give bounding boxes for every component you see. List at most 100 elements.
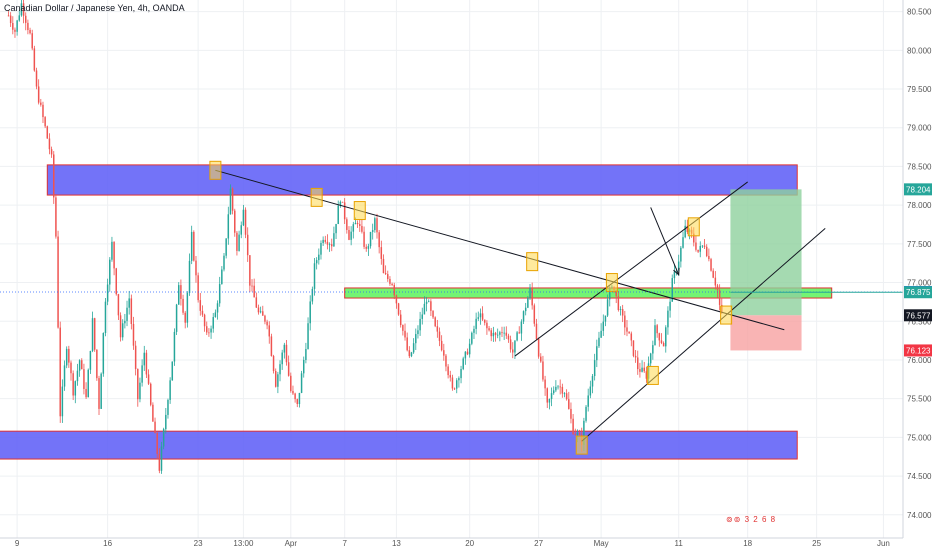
trend-lines[interactable] <box>215 169 826 442</box>
candle <box>281 349 283 370</box>
candle <box>415 328 417 350</box>
candle <box>180 279 182 306</box>
profit-area[interactable] <box>730 189 802 316</box>
candle <box>72 370 74 401</box>
candle <box>458 376 460 388</box>
highlight-marker[interactable] <box>720 305 733 325</box>
candle <box>337 200 339 225</box>
price-axis[interactable]: 80.500 80.000 79.500 79.000 78.500 78.000 77.5… <box>902 0 932 550</box>
highlight-marker[interactable] <box>526 252 539 272</box>
candle <box>307 317 309 350</box>
price-label-badge <box>904 286 932 299</box>
candle <box>656 324 658 338</box>
candle <box>59 321 61 423</box>
candle <box>703 239 706 249</box>
candle <box>121 319 124 341</box>
candle <box>48 133 51 155</box>
candle <box>169 377 171 404</box>
candle <box>624 310 626 336</box>
resistance-zone[interactable] <box>46 164 798 196</box>
highlight-marker[interactable] <box>646 365 659 385</box>
candle <box>74 380 77 404</box>
candle <box>447 364 449 379</box>
candle <box>578 429 581 436</box>
time-axis[interactable]: 9 16 23 13:00 Apr 7 13 20 27 May 11 18 25 Jun <box>0 537 903 550</box>
candle <box>708 248 710 262</box>
candle <box>417 325 419 339</box>
support-zone[interactable] <box>0 430 798 460</box>
candle <box>272 354 275 374</box>
candle <box>621 304 624 323</box>
highlight-marker[interactable] <box>605 273 618 293</box>
candle <box>518 326 520 334</box>
candle <box>522 310 525 324</box>
candle <box>87 368 89 398</box>
candle <box>143 345 146 371</box>
trend-line[interactable] <box>514 181 748 357</box>
candle <box>591 374 594 394</box>
candle <box>628 331 630 334</box>
candle <box>227 206 230 245</box>
highlight-marker[interactable] <box>209 160 222 180</box>
candle <box>331 238 333 252</box>
candle <box>387 270 389 282</box>
candle <box>270 333 273 357</box>
candle <box>203 313 206 332</box>
candle <box>42 101 44 123</box>
highlight-marker[interactable] <box>353 201 366 221</box>
highlight-marker[interactable] <box>310 187 323 207</box>
price-label-text: 78.204 <box>906 185 931 194</box>
candle <box>18 10 21 22</box>
candle <box>710 257 712 272</box>
price-label-badge <box>904 183 932 196</box>
candle <box>305 342 307 364</box>
level-line-zone[interactable] <box>344 287 833 299</box>
candle <box>214 309 217 318</box>
time-tick-label: 20 <box>465 539 474 548</box>
candle <box>512 342 514 359</box>
candle <box>449 370 452 382</box>
candle <box>177 282 180 305</box>
candle <box>617 291 620 312</box>
loss-area[interactable] <box>730 315 802 351</box>
candle <box>238 230 240 252</box>
candle <box>699 241 702 258</box>
candle <box>285 340 288 366</box>
highlight-marker[interactable] <box>575 435 588 455</box>
candle <box>406 332 408 352</box>
candle <box>246 227 249 262</box>
candle <box>499 330 501 342</box>
highlight-markers[interactable] <box>209 160 733 455</box>
candle <box>484 319 486 326</box>
candle <box>78 359 81 377</box>
candle <box>423 296 426 315</box>
candle <box>277 371 279 394</box>
candle <box>55 194 57 239</box>
arrow-annotation[interactable] <box>650 207 680 276</box>
trend-line[interactable] <box>581 227 826 442</box>
candle <box>134 340 137 376</box>
candle <box>531 282 533 310</box>
candle <box>31 29 33 51</box>
time-tick-label: 27 <box>534 539 543 548</box>
candle <box>619 306 622 316</box>
price-tick-label: 78.500 <box>907 162 932 171</box>
candle <box>93 317 96 352</box>
trend-line[interactable] <box>215 169 785 331</box>
long-position-tool[interactable] <box>730 189 802 351</box>
candle <box>57 230 59 329</box>
candle <box>565 389 568 401</box>
time-tick-label: 16 <box>103 539 112 548</box>
candle <box>604 315 607 327</box>
time-tick-label: 7 <box>342 539 347 548</box>
candle <box>382 254 385 274</box>
candle <box>184 310 186 329</box>
candle <box>563 392 566 398</box>
highlight-marker[interactable] <box>687 217 700 237</box>
candle <box>102 332 105 377</box>
candle <box>12 16 14 35</box>
price-label-text: 76.123 <box>906 346 931 355</box>
candle <box>453 387 456 390</box>
candle <box>587 388 589 412</box>
